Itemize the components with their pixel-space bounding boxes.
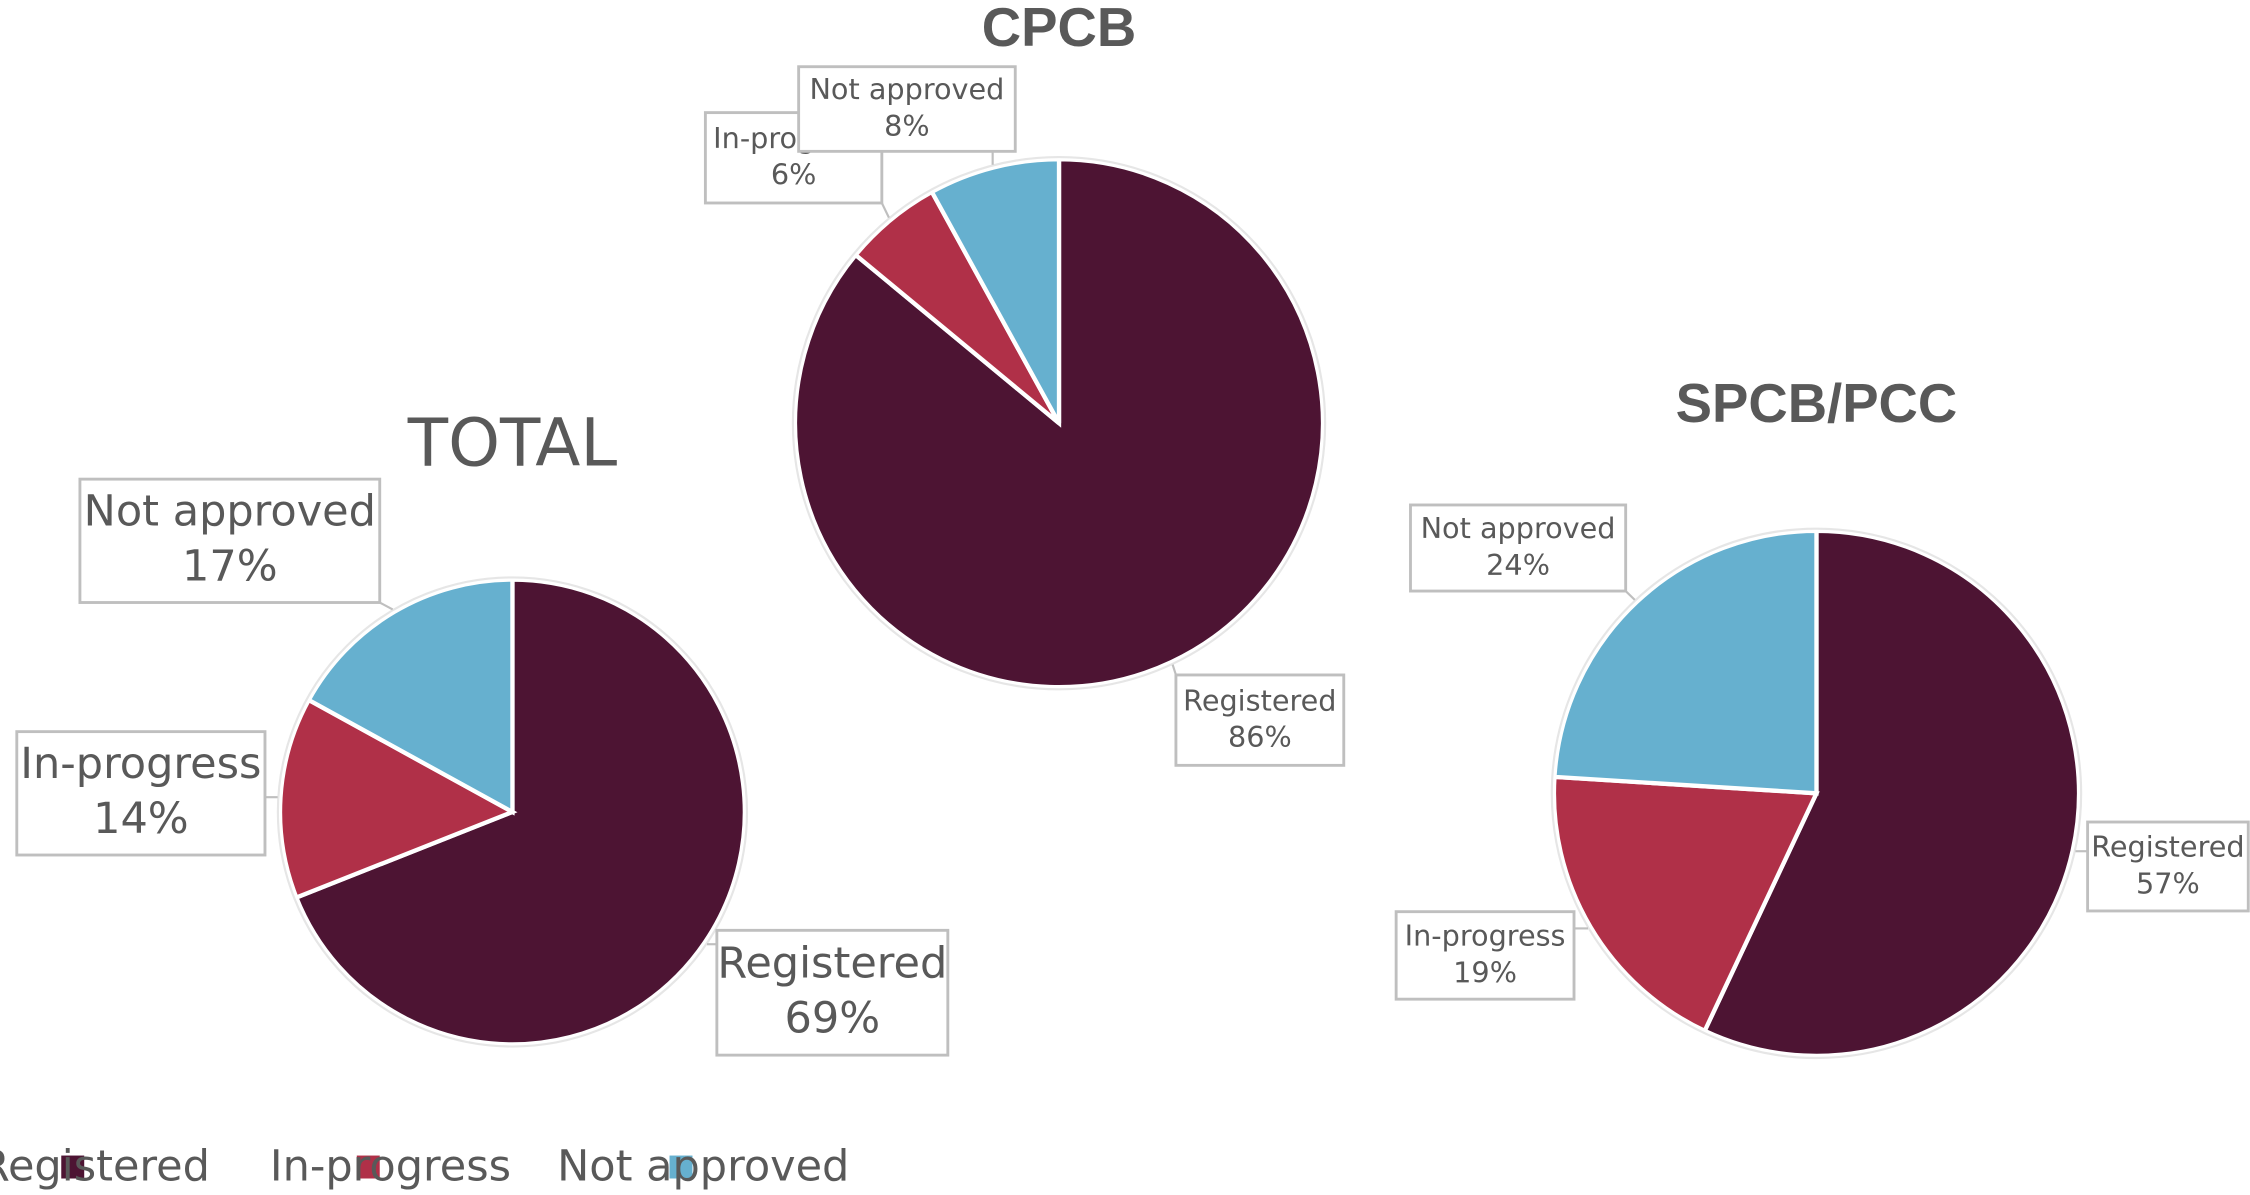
data-label-name: Registered xyxy=(2091,830,2244,864)
chart-title: TOTAL xyxy=(407,405,618,482)
chart-title: SPCB/PCC xyxy=(1676,373,1958,434)
data-label-value: 69% xyxy=(785,994,881,1044)
label-box xyxy=(1394,910,1576,1001)
pie-outline xyxy=(276,576,749,1048)
pie-slice xyxy=(1551,774,1820,1034)
legend-label: Registered xyxy=(0,1142,210,1192)
leader-line xyxy=(379,601,394,611)
data-label-value: 8% xyxy=(884,109,930,143)
leader-line xyxy=(880,202,890,219)
legend-swatch xyxy=(59,1154,86,1180)
pie-slice xyxy=(1552,528,1819,796)
legend: Registered In-progress Not approved xyxy=(0,1142,849,1192)
label-box xyxy=(1409,503,1628,593)
label-box xyxy=(715,928,950,1057)
pie-slice xyxy=(1701,528,2082,1058)
pie-slice xyxy=(293,577,747,1047)
data-label-name: In-progress xyxy=(1405,919,1566,953)
data-label-value: 57% xyxy=(2136,866,2200,900)
data-label-name: Not approved xyxy=(84,487,376,537)
label-box xyxy=(15,730,267,857)
legend-label: Not approved xyxy=(557,1142,849,1192)
data-label-name: Registered xyxy=(1183,683,1336,717)
pie-outline xyxy=(791,156,1327,691)
pie-slice xyxy=(928,157,1062,425)
data-label-value: 14% xyxy=(93,794,189,844)
leader-line xyxy=(1624,590,1636,601)
label-box xyxy=(1174,673,1346,767)
pie-slice xyxy=(305,577,515,816)
chart-title: CPCB xyxy=(982,0,1136,58)
data-label-value: 19% xyxy=(1453,955,1517,989)
leader-line xyxy=(1171,664,1177,676)
label-box xyxy=(78,477,382,604)
legend-swatch xyxy=(668,1154,694,1180)
data-label-value: 24% xyxy=(1486,548,1550,582)
data-label-name: Not approved xyxy=(809,72,1004,106)
legend-swatch xyxy=(355,1154,382,1180)
data-label-value: 17% xyxy=(182,542,278,592)
data-label-value: 6% xyxy=(771,158,817,192)
label-box xyxy=(797,65,1017,153)
data-label-name: Registered xyxy=(717,939,947,989)
data-label-value: 86% xyxy=(1228,720,1292,754)
legend-label: In-progress xyxy=(270,1142,511,1192)
pie-slice xyxy=(277,697,518,901)
label-box xyxy=(2086,820,2250,913)
pie-outline xyxy=(1550,527,2083,1060)
data-label-name: Not approved xyxy=(1421,511,1616,545)
data-label-name: In-progress xyxy=(20,739,261,789)
